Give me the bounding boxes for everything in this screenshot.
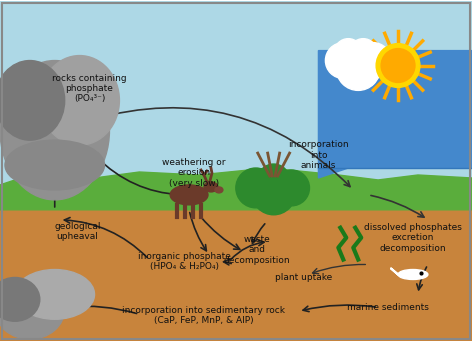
Circle shape — [252, 171, 296, 215]
Polygon shape — [319, 51, 472, 178]
Circle shape — [273, 170, 310, 206]
Text: waste
and
decomposition: waste and decomposition — [223, 235, 290, 264]
Ellipse shape — [5, 140, 104, 190]
Circle shape — [236, 168, 276, 208]
Text: inorganic phosphate
(HPO₄ & H₂PO₄): inorganic phosphate (HPO₄ & H₂PO₄) — [137, 252, 230, 271]
Ellipse shape — [15, 269, 94, 319]
Bar — [0, 209, 472, 341]
Circle shape — [325, 43, 361, 78]
Ellipse shape — [398, 269, 428, 279]
Text: incorporation
into
animals: incorporation into animals — [288, 140, 349, 170]
Text: weathering or
erosion
(very slow): weathering or erosion (very slow) — [162, 158, 226, 188]
Text: dissolved phosphates
excretion
decomposition: dissolved phosphates excretion decomposi… — [364, 223, 462, 253]
Circle shape — [258, 164, 290, 196]
Ellipse shape — [40, 55, 119, 145]
Ellipse shape — [0, 61, 109, 200]
Ellipse shape — [215, 187, 223, 193]
Circle shape — [337, 47, 380, 90]
Text: plant uptake: plant uptake — [275, 273, 332, 282]
Ellipse shape — [204, 182, 218, 192]
Polygon shape — [0, 168, 472, 210]
Text: incorporation into sedimentary rock
(CaP, FeP, MnP, & AlP): incorporation into sedimentary rock (CaP… — [122, 306, 285, 325]
Circle shape — [376, 44, 420, 88]
Ellipse shape — [0, 277, 40, 321]
Text: geological
upheaval: geological upheaval — [55, 222, 101, 241]
Circle shape — [349, 39, 377, 66]
Circle shape — [355, 43, 391, 78]
Text: rocks containing
phosphate
(PO₄³⁻): rocks containing phosphate (PO₄³⁻) — [52, 74, 127, 103]
Circle shape — [381, 49, 415, 82]
Bar — [0, 1, 472, 210]
Text: marine sediments: marine sediments — [347, 303, 429, 312]
Circle shape — [334, 39, 362, 66]
Ellipse shape — [170, 185, 208, 205]
Ellipse shape — [0, 279, 64, 339]
Ellipse shape — [0, 61, 64, 140]
